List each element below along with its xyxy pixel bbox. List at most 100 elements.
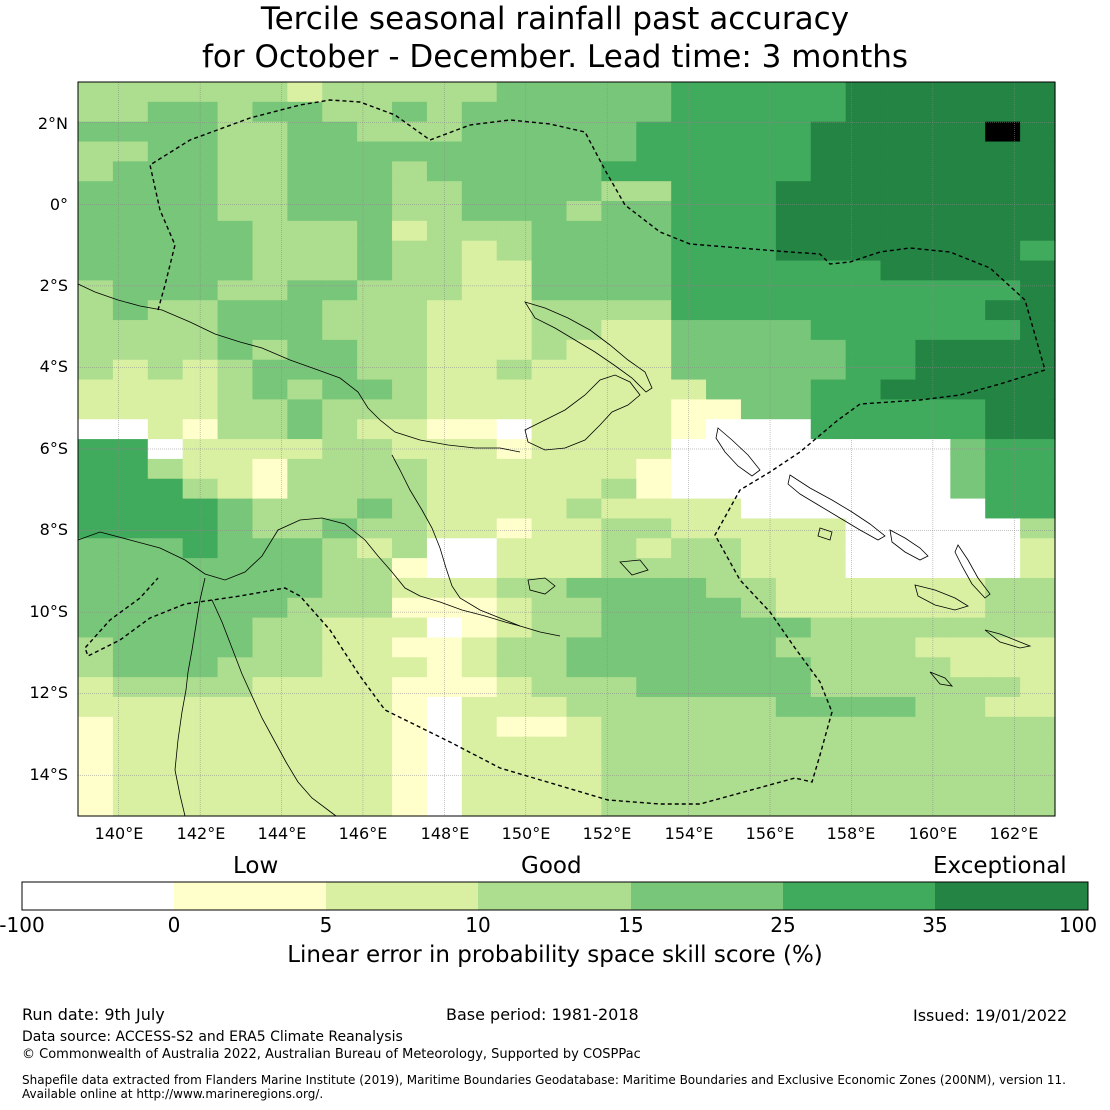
grid-cell <box>322 220 358 242</box>
grid-cell <box>531 558 568 579</box>
grid-cell <box>78 101 114 123</box>
grid-cell <box>392 736 428 758</box>
colorbar-segment-below-0 <box>22 882 174 910</box>
grid-cell <box>531 82 568 103</box>
grid-cell <box>392 280 428 301</box>
grid-cell <box>950 617 986 639</box>
grid-cell <box>112 439 149 460</box>
grid-cell <box>810 518 847 539</box>
grid-cell <box>147 677 184 698</box>
base-period: Base period: 1981-2018 <box>446 1005 639 1024</box>
grid-cell <box>147 696 184 718</box>
grid-cell <box>566 101 602 123</box>
lat-label-4s: 4°S <box>39 357 68 376</box>
grid-cell <box>985 161 1021 182</box>
grid-cell <box>531 419 568 440</box>
grid-cell <box>671 577 707 599</box>
grid-cell <box>252 359 288 381</box>
grid-cell <box>601 657 637 678</box>
grid-cell <box>950 597 986 619</box>
grid-cell <box>671 220 707 242</box>
colorbar-segment-0-5 <box>174 882 326 910</box>
lon-label-144e: 144°E <box>257 824 307 843</box>
grid-cell <box>601 161 637 182</box>
grid-cell <box>775 796 812 817</box>
grid-cell <box>1020 498 1056 520</box>
grid-cell <box>636 696 672 718</box>
grid-cell <box>392 141 428 162</box>
grid-cell <box>810 379 847 401</box>
grid-cell <box>636 756 672 777</box>
grid-cell <box>810 498 847 520</box>
grid-cell <box>217 399 254 420</box>
grid-cell <box>880 776 917 797</box>
grid-cell <box>880 101 917 123</box>
grid-cell <box>601 716 637 738</box>
grid-cell <box>112 458 149 480</box>
grid-cell <box>426 419 463 440</box>
grid-cell <box>426 260 463 281</box>
grid-cell <box>1020 161 1056 182</box>
data-source: Data source: ACCESS-S2 and ERA5 Climate … <box>22 1029 403 1045</box>
grid-cell <box>985 478 1021 500</box>
grid-cell <box>287 439 323 460</box>
grid-cell <box>671 716 707 738</box>
grid-cell <box>78 399 114 420</box>
grid-cell <box>287 399 323 420</box>
grid-cell <box>252 498 288 520</box>
grid-cell <box>392 379 428 401</box>
grid-cell <box>322 240 358 262</box>
grid-cell <box>1020 756 1056 777</box>
grid-cell <box>1020 736 1056 758</box>
run-date: Run date: 9th July <box>22 1005 165 1024</box>
grid-cell <box>147 379 184 401</box>
grid-cell <box>322 439 358 460</box>
grid-cell <box>810 101 847 123</box>
grid-cell <box>636 478 672 500</box>
grid-cell <box>147 776 184 797</box>
grid-cell <box>880 240 917 262</box>
grid-cell <box>671 379 707 401</box>
grid-cell <box>706 637 742 658</box>
legend-category-exceptional: Exceptional <box>933 853 1067 879</box>
grid-cell <box>950 300 986 321</box>
grid-cell <box>601 121 637 143</box>
grid-cell <box>531 101 568 123</box>
grid-cell <box>426 280 463 301</box>
lat-label-6s: 6°S <box>39 439 68 458</box>
grid-cell <box>845 161 882 182</box>
grid-cell <box>810 696 847 718</box>
grid-cell <box>845 82 882 103</box>
grid-cell <box>217 320 254 341</box>
grid-cell <box>496 161 533 182</box>
grid-cell <box>252 320 288 341</box>
grid-cell <box>740 399 777 420</box>
grid-cell <box>252 181 288 202</box>
grid-cell <box>601 677 637 698</box>
grid-cell <box>426 796 463 817</box>
grid-cell <box>775 558 812 579</box>
new-guinea-south-coast <box>77 517 521 627</box>
grid-cell <box>112 756 149 777</box>
grid-cell <box>496 597 533 619</box>
grid-cell <box>950 280 986 301</box>
lon-label-156e: 156°E <box>745 824 795 843</box>
grid-cell <box>496 220 533 242</box>
grid-cell <box>671 538 707 559</box>
grid-cell <box>287 339 323 361</box>
grid-cell <box>985 359 1021 381</box>
issued-date: Issued: 19/01/2022 <box>913 1006 1068 1025</box>
grid-cell <box>287 756 323 777</box>
grid-cell <box>78 201 114 222</box>
grid-cell <box>112 379 149 401</box>
grid-cell <box>182 320 219 341</box>
grid-cell <box>78 339 114 361</box>
grid-cell <box>357 736 393 758</box>
grid-cell <box>775 419 812 440</box>
grid-cell <box>496 379 533 401</box>
grid-cell <box>845 280 882 301</box>
chart-title-line-2: for October - December. Lead time: 3 mon… <box>201 39 909 75</box>
grid-cell <box>671 776 707 797</box>
grid-cell <box>357 82 393 103</box>
grid-cell <box>461 300 498 321</box>
